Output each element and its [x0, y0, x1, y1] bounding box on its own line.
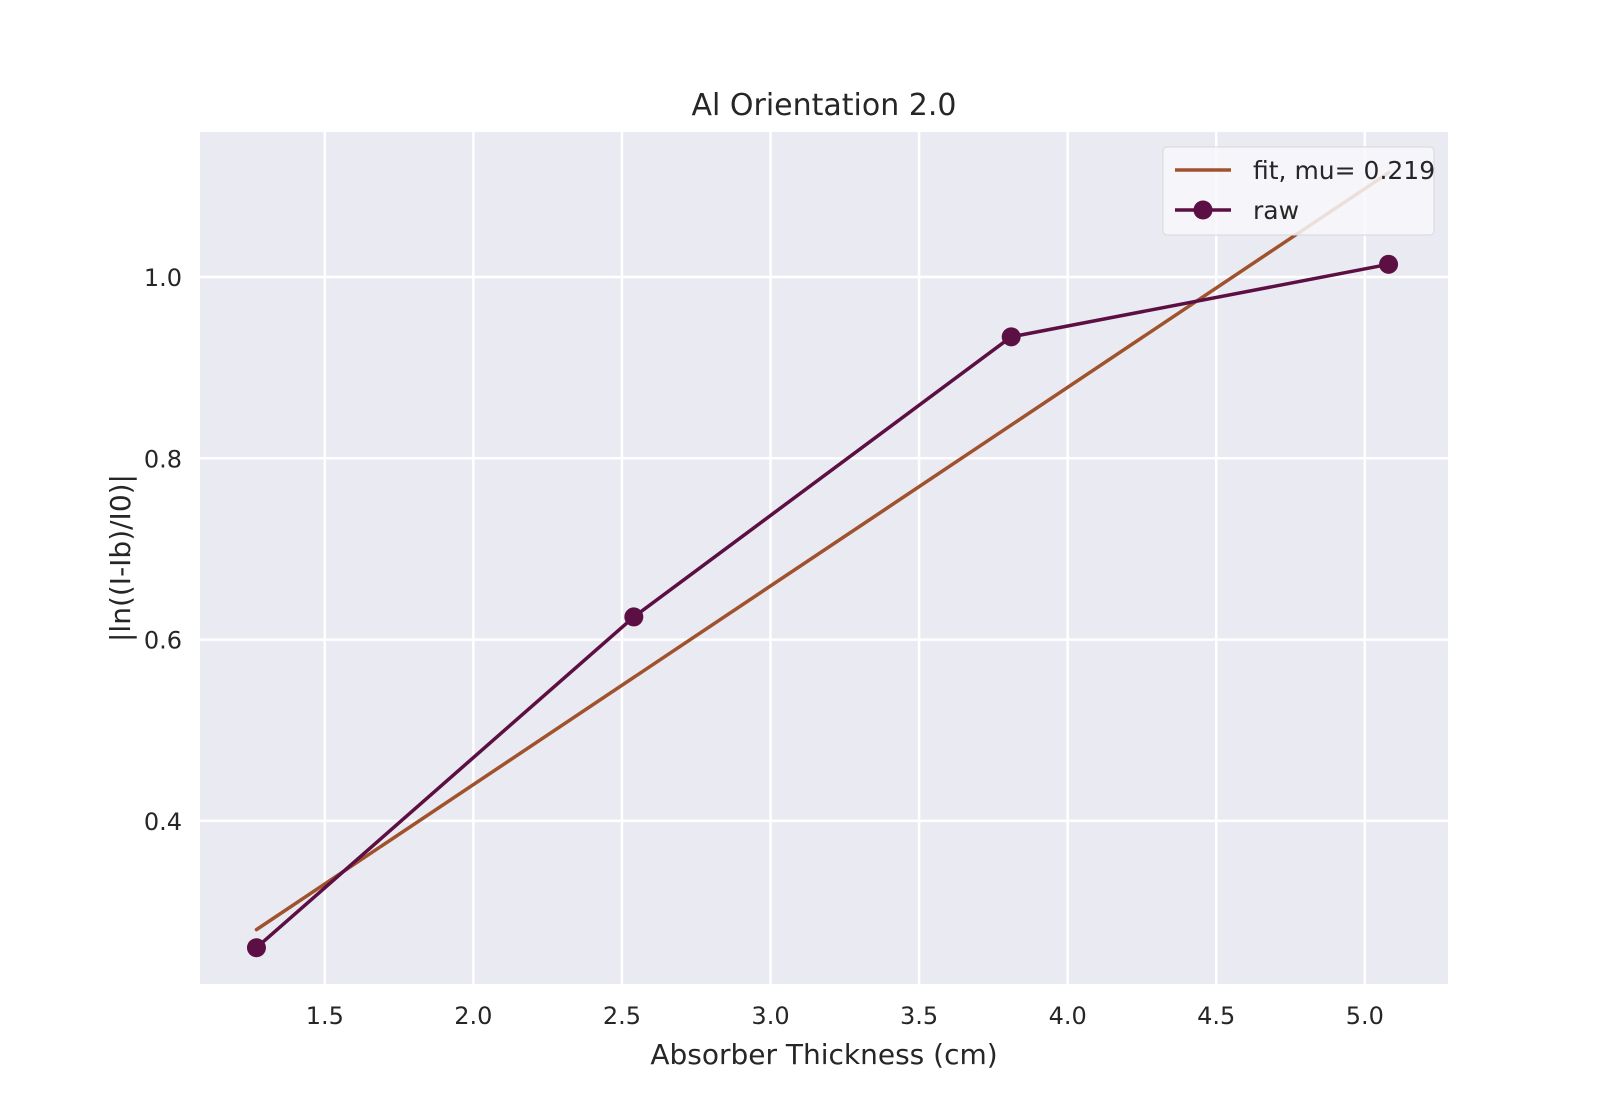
- x-tick-label: 3.0: [751, 1002, 789, 1030]
- legend-label: raw: [1253, 196, 1299, 225]
- x-tick-label: 3.5: [900, 1002, 938, 1030]
- x-tick-label: 4.5: [1197, 1002, 1235, 1030]
- y-tick-label: 0.8: [144, 445, 182, 473]
- legend-label: fit, mu= 0.219: [1253, 156, 1435, 185]
- y-tick-label: 1.0: [144, 264, 182, 292]
- y-axis-label: |ln((I-Ib)/I0)|: [104, 474, 137, 642]
- legend: fit, mu= 0.219 raw: [1162, 146, 1435, 236]
- series-line-1: [254, 262, 1391, 950]
- tick-labels: 1.5 2.0 2.5 3.0 3.5 4.0 4.5 5.0 0.4 0.6 0.8 1.0: [144, 264, 1384, 1030]
- data-point: [624, 607, 644, 627]
- y-tick-label: 0.6: [144, 627, 182, 655]
- x-tick-label: 4.0: [1049, 1002, 1087, 1030]
- x-tick-label: 2.0: [454, 1002, 492, 1030]
- chart-title: Al Orientation 2.0: [691, 88, 956, 123]
- x-tick-label: 5.0: [1346, 1002, 1384, 1030]
- x-tick-label: 1.5: [306, 1002, 344, 1030]
- x-axis-label: Absorber Thickness (cm): [650, 1038, 997, 1071]
- legend-swatch-marker: [1193, 200, 1213, 220]
- data-point: [1001, 327, 1021, 347]
- y-tick-label: 0.4: [144, 808, 182, 836]
- data-point: [246, 938, 266, 958]
- series-layer: [246, 171, 1399, 958]
- x-tick-label: 2.5: [603, 1002, 641, 1030]
- grid: [200, 132, 1448, 984]
- data-point: [1379, 254, 1399, 274]
